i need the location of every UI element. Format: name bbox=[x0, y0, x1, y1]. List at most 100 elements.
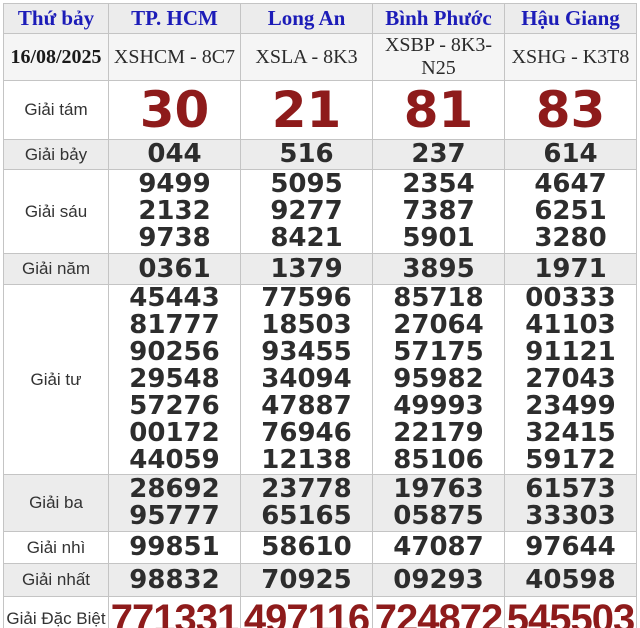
prize-row: Giải năm 0361 1379 3895 1971 bbox=[3, 253, 637, 285]
prize-row: Giải tư 45443 81777 90256 29548 57276 00172 440… bbox=[3, 284, 637, 475]
prize-number: 85106 bbox=[393, 445, 484, 475]
prize-number: 45443 bbox=[129, 284, 220, 313]
prize-number: 00172 bbox=[129, 418, 220, 448]
prize-number: 41103 bbox=[525, 310, 616, 340]
prize-number: 21 bbox=[271, 81, 342, 139]
prize-cell: 237 bbox=[372, 139, 505, 170]
prize-number: 85718 bbox=[393, 284, 484, 313]
prize-number: 614 bbox=[543, 139, 598, 169]
prize-cell: 40598 bbox=[504, 563, 637, 597]
prize-cell: 70925 bbox=[240, 563, 373, 597]
prize-row: Giải Đặc Biệt 771331 497116 724872 545503 bbox=[3, 596, 637, 628]
prize-cell: 771331 bbox=[108, 596, 241, 628]
prize-number: 23499 bbox=[525, 391, 616, 421]
prize-label: Giải tư bbox=[3, 284, 109, 475]
prize-number: 61573 bbox=[525, 474, 616, 504]
prize-number: 70925 bbox=[261, 564, 352, 595]
prize-number: 95777 bbox=[129, 501, 220, 531]
prize-number: 05875 bbox=[393, 501, 484, 531]
prize-number: 9499 bbox=[138, 169, 211, 199]
prize-row: Giải bảy 044 516 237 614 bbox=[3, 139, 637, 170]
prize-number: 99851 bbox=[129, 532, 220, 562]
prize-number: 81777 bbox=[129, 310, 220, 340]
prize-number: 12138 bbox=[261, 445, 352, 475]
prize-number: 8421 bbox=[270, 223, 343, 253]
prize-label: Giải tám bbox=[3, 80, 109, 140]
prize-number: 0361 bbox=[138, 253, 211, 284]
prize-cell: 61573 33303 bbox=[504, 474, 637, 532]
prize-label: Giải Đặc Biệt bbox=[3, 596, 109, 628]
prize-cell: 85718 27064 57175 95982 49993 22179 85106 bbox=[372, 284, 505, 475]
prize-number: 34094 bbox=[261, 364, 352, 394]
prize-number: 47087 bbox=[393, 532, 484, 562]
prize-number: 19763 bbox=[393, 474, 484, 504]
prize-cell: 98832 bbox=[108, 563, 241, 597]
prize-number: 44059 bbox=[129, 445, 220, 475]
prize-number: 33303 bbox=[525, 501, 616, 531]
draw-code: XSHG - K3T8 bbox=[504, 33, 637, 81]
prize-number: 29548 bbox=[129, 364, 220, 394]
prize-number: 9738 bbox=[138, 223, 211, 253]
prize-cell: 97644 bbox=[504, 531, 637, 564]
prize-cell: 497116 bbox=[240, 596, 373, 628]
prize-cell: 4647 6251 3280 bbox=[504, 169, 637, 254]
prize-number: 23778 bbox=[261, 474, 352, 504]
prize-cell: 81 bbox=[372, 80, 505, 140]
prize-number: 27064 bbox=[393, 310, 484, 340]
prize-cell: 9499 2132 9738 bbox=[108, 169, 241, 254]
prize-number: 97644 bbox=[525, 532, 616, 562]
prize-number: 59172 bbox=[525, 445, 616, 475]
prize-cell: 28692 95777 bbox=[108, 474, 241, 532]
header-day-link[interactable]: Thứ bảy bbox=[3, 3, 109, 34]
prize-label: Giải bảy bbox=[3, 139, 109, 170]
prize-number: 497116 bbox=[243, 597, 370, 628]
header-province-link[interactable]: Bình Phước bbox=[372, 3, 505, 34]
prize-number: 95982 bbox=[393, 364, 484, 394]
prize-number: 76946 bbox=[261, 418, 352, 448]
prize-number: 22179 bbox=[393, 418, 484, 448]
prize-number: 3280 bbox=[534, 223, 607, 253]
prize-number: 7387 bbox=[402, 196, 475, 226]
draw-code: XSHCM - 8C7 bbox=[108, 33, 241, 81]
prize-number: 9277 bbox=[270, 196, 343, 226]
header-row: Thứ bảy TP. HCM Long An Bình Phước Hậu Gian… bbox=[3, 3, 637, 34]
prize-number: 044 bbox=[147, 139, 202, 169]
header-province-link[interactable]: TP. HCM bbox=[108, 3, 241, 34]
prize-number: 40598 bbox=[525, 564, 616, 595]
prize-number: 237 bbox=[411, 139, 466, 169]
prize-number: 81 bbox=[403, 81, 474, 139]
prize-number: 3895 bbox=[402, 253, 475, 284]
prize-number: 83 bbox=[535, 81, 606, 139]
prize-number: 32415 bbox=[525, 418, 616, 448]
prize-cell: 0361 bbox=[108, 253, 241, 285]
prize-number: 724872 bbox=[374, 597, 503, 628]
lottery-results-table: Thứ bảy TP. HCM Long An Bình Phước Hậu Gian… bbox=[3, 3, 637, 628]
prize-number: 2354 bbox=[402, 169, 475, 199]
prize-number: 771331 bbox=[110, 597, 239, 628]
header-province-link[interactable]: Hậu Giang bbox=[504, 3, 637, 34]
header-province-link[interactable]: Long An bbox=[240, 3, 373, 34]
prize-row: Giải tám 30 21 81 83 bbox=[3, 80, 637, 140]
prize-number: 18503 bbox=[261, 310, 352, 340]
prize-number: 49993 bbox=[393, 391, 484, 421]
prize-cell: 1971 bbox=[504, 253, 637, 285]
prize-number: 1971 bbox=[534, 253, 607, 284]
prize-number: 65165 bbox=[261, 501, 352, 531]
date-row: 16/08/2025 XSHCM - 8C7 XSLA - 8K3 XSBP - 8… bbox=[3, 33, 637, 81]
prize-label: Giải sáu bbox=[3, 169, 109, 254]
prize-cell: 5095 9277 8421 bbox=[240, 169, 373, 254]
prize-number: 09293 bbox=[393, 564, 484, 595]
prize-cell: 724872 bbox=[372, 596, 505, 628]
prize-label: Giải nhất bbox=[3, 563, 109, 597]
prize-cell: 545503 bbox=[504, 596, 637, 628]
prize-cell: 77596 18503 93455 34094 47887 76946 12138 bbox=[240, 284, 373, 475]
prize-cell: 21 bbox=[240, 80, 373, 140]
prize-number: 6251 bbox=[534, 196, 607, 226]
prize-cell: 516 bbox=[240, 139, 373, 170]
prize-number: 30 bbox=[139, 81, 210, 139]
prize-number: 58610 bbox=[261, 532, 352, 562]
prize-cell: 2354 7387 5901 bbox=[372, 169, 505, 254]
prize-cell: 19763 05875 bbox=[372, 474, 505, 532]
prize-number: 98832 bbox=[129, 564, 220, 595]
prize-row: Giải sáu 9499 2132 9738 5095 9277 8421 2354 7387… bbox=[3, 169, 637, 254]
